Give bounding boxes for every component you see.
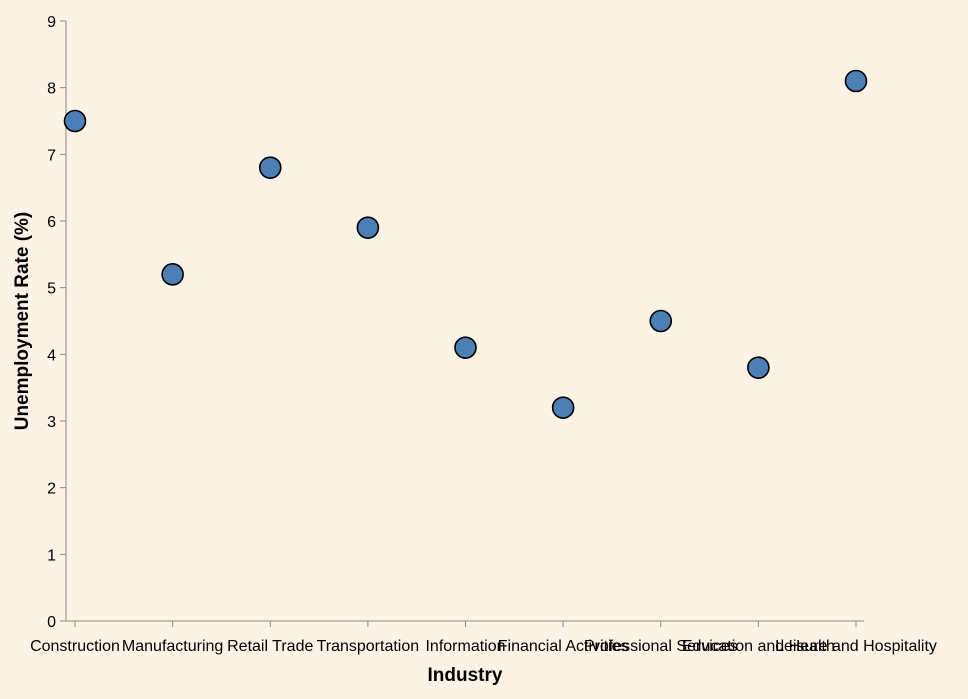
y-tick-label: 5 [47,281,56,298]
x-axis: Construction Manufacturing Retail Trade Tra… [30,620,937,655]
data-points [63,69,868,419]
data-point[interactable] [844,69,868,93]
data-point[interactable] [454,336,477,359]
data-point[interactable] [649,309,673,333]
x-tick-label: Construction [30,638,120,655]
y-tick-label: 6 [47,214,56,231]
x-tick-label: Manufacturing [122,638,223,655]
x-tick-label: Education and Health [682,638,835,655]
x-tick-label: Professional Services [584,638,738,655]
y-tick-label: 9 [47,14,56,31]
x-tick-label: Financial Activities [498,638,629,655]
y-axis-title: Unemployment Rate (%) [12,212,33,431]
x-tick-label: Leisure and Hospitality [775,638,937,655]
y-tick-label: 7 [47,147,56,164]
y-tick-label: 4 [47,347,56,364]
data-point[interactable] [258,156,282,179]
y-tick-label: 2 [47,481,56,498]
y-axis: 0 1 2 3 4 5 6 7 8 9 [47,14,67,631]
x-tick-label: Retail Trade [227,638,313,655]
y-tick-label: 3 [47,414,56,431]
data-point[interactable] [161,263,184,286]
y-tick-label: 0 [47,614,56,631]
x-axis-title: Industry [428,665,503,686]
data-point[interactable] [63,109,87,133]
y-tick-label: 8 [47,81,56,98]
data-point[interactable] [356,216,380,239]
y-tick-label: 1 [47,547,56,564]
data-point[interactable] [551,396,575,419]
x-tick-label: Transportation [317,638,420,655]
data-point[interactable] [747,356,770,379]
x-tick-label: Information [425,638,505,655]
